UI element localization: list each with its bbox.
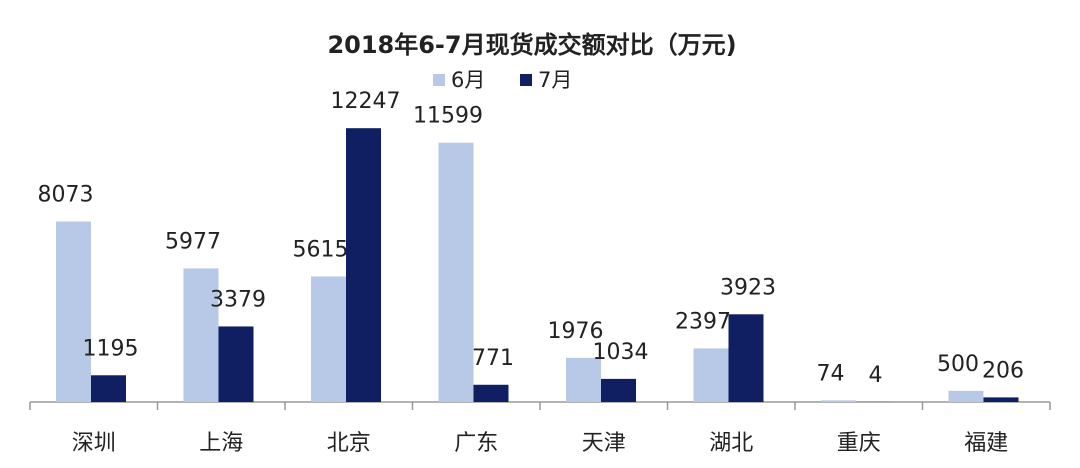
data-label: 5977 xyxy=(165,229,221,254)
data-label: 74 xyxy=(817,361,845,386)
legend-swatch xyxy=(433,74,445,86)
bar xyxy=(693,348,729,402)
legend-swatch xyxy=(520,74,532,86)
bar xyxy=(346,128,381,402)
legend-label: 7月 xyxy=(538,68,572,92)
x-tick-label: 福建 xyxy=(964,431,1008,456)
data-label: 771 xyxy=(472,346,514,371)
data-label: 3379 xyxy=(210,287,266,312)
x-tick-label: 北京 xyxy=(327,431,371,456)
bar xyxy=(728,314,764,402)
x-tick-label: 广东 xyxy=(454,431,498,456)
x-tick-label: 湖北 xyxy=(709,431,753,456)
bar xyxy=(948,390,984,402)
x-tick-label: 深圳 xyxy=(72,431,116,456)
bar xyxy=(566,357,601,402)
data-label: 8073 xyxy=(38,183,94,208)
data-label: 500 xyxy=(937,352,979,377)
bar xyxy=(311,276,346,402)
bar xyxy=(473,384,509,402)
bar xyxy=(821,400,856,402)
chart-title: 2018年6-7月现货成交额对比（万元) xyxy=(327,31,736,59)
bar xyxy=(438,142,474,402)
bar xyxy=(91,375,126,402)
data-label: 5615 xyxy=(293,237,349,262)
data-label: 206 xyxy=(982,358,1024,383)
bar xyxy=(601,378,636,402)
data-label: 3923 xyxy=(720,275,776,300)
legend-label: 6月 xyxy=(451,68,485,92)
bar xyxy=(183,268,219,402)
bar xyxy=(983,397,1019,402)
data-label: 11599 xyxy=(413,104,483,129)
bar xyxy=(218,326,254,402)
x-tick-label: 重庆 xyxy=(837,431,881,456)
bar xyxy=(56,221,91,402)
data-label: 1034 xyxy=(593,340,649,365)
data-label: 1195 xyxy=(83,336,139,361)
x-tick-label: 天津 xyxy=(582,431,626,456)
data-label: 4 xyxy=(869,363,883,388)
data-label: 12247 xyxy=(331,89,401,114)
data-label: 2397 xyxy=(675,309,731,334)
x-tick-label: 上海 xyxy=(199,431,243,456)
data-label: 1976 xyxy=(548,319,604,344)
